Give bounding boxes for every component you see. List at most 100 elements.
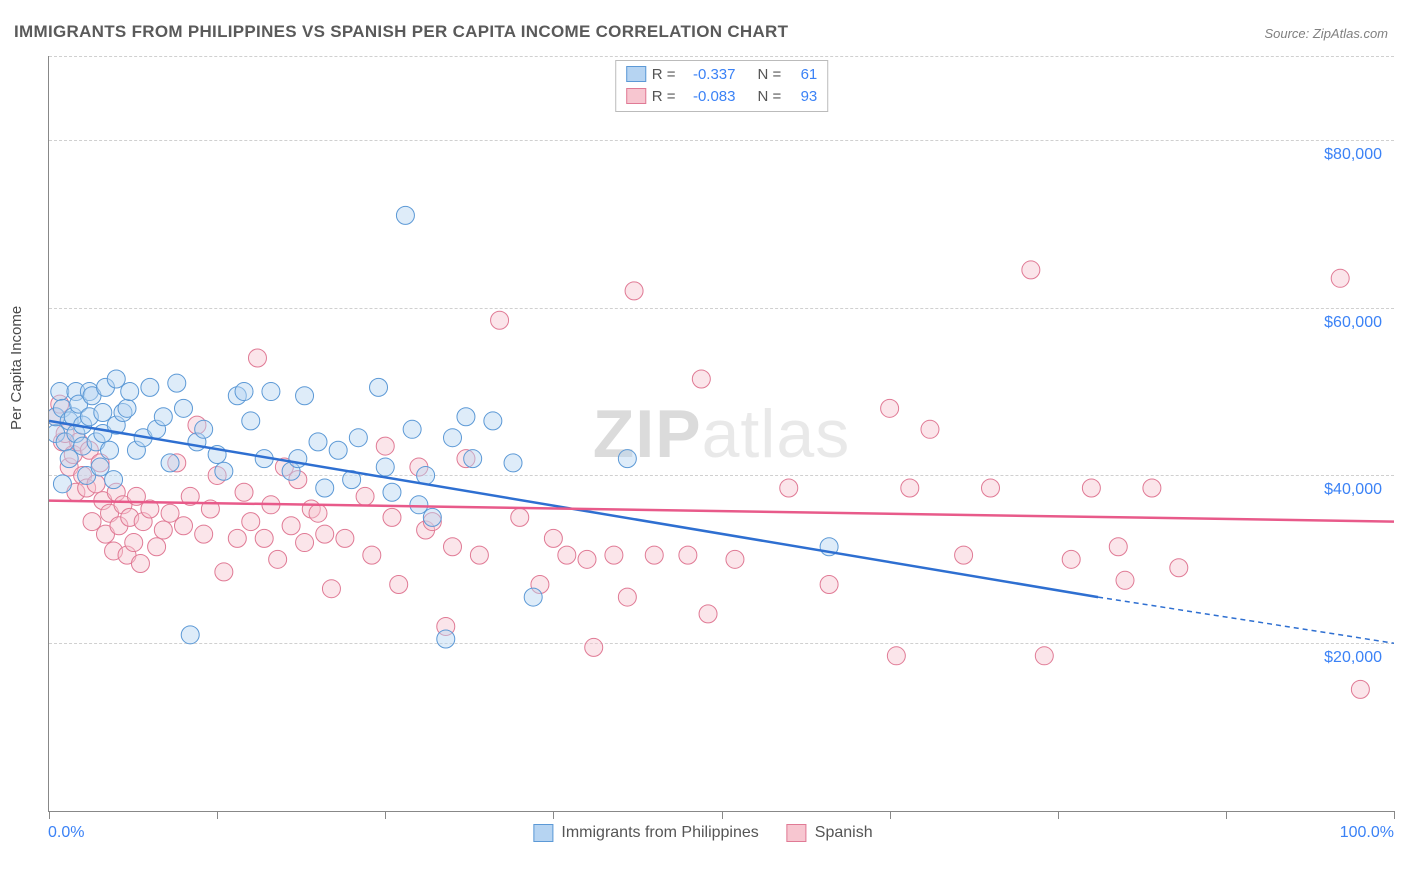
data-point — [141, 378, 159, 396]
data-point — [215, 462, 233, 480]
data-point — [154, 521, 172, 539]
data-point — [444, 429, 462, 447]
data-point — [585, 638, 603, 656]
correlation-legend: R = -0.337 N = 61 R = -0.083 N = 93 — [615, 60, 829, 112]
data-point — [417, 466, 435, 484]
data-point — [215, 563, 233, 581]
data-point — [921, 420, 939, 438]
data-point — [131, 555, 149, 573]
data-point — [1143, 479, 1161, 497]
data-point — [118, 399, 136, 417]
data-point — [820, 576, 838, 594]
data-point — [1116, 571, 1134, 589]
data-point — [296, 387, 314, 405]
data-point — [679, 546, 697, 564]
trend-line-extrapolated — [1098, 597, 1394, 643]
data-point — [780, 479, 798, 497]
data-point — [181, 626, 199, 644]
data-point — [1170, 559, 1188, 577]
data-point — [282, 517, 300, 535]
data-point — [410, 496, 428, 514]
n-value: 61 — [787, 66, 817, 83]
legend-label: Immigrants from Philippines — [561, 824, 758, 842]
x-axis-min-label: 0.0% — [48, 824, 84, 842]
data-point — [484, 412, 502, 430]
data-point — [309, 433, 327, 451]
data-point — [470, 546, 488, 564]
legend-item-series-0: Immigrants from Philippines — [533, 824, 758, 842]
data-point — [1062, 550, 1080, 568]
data-point — [726, 550, 744, 568]
data-point — [524, 588, 542, 606]
data-point — [457, 408, 475, 426]
data-point — [329, 441, 347, 459]
data-point — [269, 550, 287, 568]
legend-item-series-1: Spanish — [787, 824, 873, 842]
data-point — [121, 383, 139, 401]
data-point — [175, 399, 193, 417]
data-point — [262, 383, 280, 401]
x-axis-max-label: 100.0% — [1340, 824, 1394, 842]
data-point — [396, 206, 414, 224]
source-attribution: Source: ZipAtlas.com — [1264, 26, 1388, 41]
data-point — [242, 412, 260, 430]
swatch-icon — [626, 66, 646, 82]
data-point — [51, 383, 69, 401]
swatch-icon — [626, 88, 646, 104]
plot-area: ZIPatlas R = -0.337 N = 61 R = -0.083 N … — [48, 56, 1394, 812]
x-tick — [1058, 811, 1059, 819]
x-tick — [385, 811, 386, 819]
data-point — [511, 508, 529, 526]
data-point — [1082, 479, 1100, 497]
data-point — [161, 454, 179, 472]
data-point — [316, 479, 334, 497]
data-point — [423, 508, 441, 526]
data-point — [125, 534, 143, 552]
data-point — [444, 538, 462, 556]
data-point — [53, 475, 71, 493]
data-point — [91, 458, 109, 476]
data-point — [887, 647, 905, 665]
data-point — [383, 483, 401, 501]
x-tick — [722, 811, 723, 819]
legend-row-series-1: R = -0.083 N = 93 — [626, 85, 818, 107]
data-point — [692, 370, 710, 388]
data-point — [464, 450, 482, 468]
data-point — [578, 550, 596, 568]
data-point — [228, 529, 246, 547]
data-point — [370, 378, 388, 396]
data-point — [94, 404, 112, 422]
data-point — [296, 534, 314, 552]
data-point — [107, 370, 125, 388]
data-point — [349, 429, 367, 447]
data-point — [255, 529, 273, 547]
data-point — [363, 546, 381, 564]
r-value: -0.083 — [682, 88, 736, 105]
data-point — [168, 374, 186, 392]
data-point — [242, 513, 260, 531]
r-value: -0.337 — [682, 66, 736, 83]
data-point — [101, 441, 119, 459]
data-point — [154, 408, 172, 426]
data-point — [1109, 538, 1127, 556]
data-point — [504, 454, 522, 472]
series-legend: Immigrants from Philippines Spanish — [533, 824, 872, 842]
data-point — [60, 450, 78, 468]
data-point — [437, 630, 455, 648]
data-point — [390, 576, 408, 594]
data-point — [316, 525, 334, 543]
swatch-icon — [787, 824, 807, 842]
y-axis-title: Per Capita Income — [8, 306, 25, 430]
legend-row-series-0: R = -0.337 N = 61 — [626, 63, 818, 85]
data-point — [336, 529, 354, 547]
data-point — [618, 588, 636, 606]
data-point — [376, 458, 394, 476]
x-tick — [890, 811, 891, 819]
data-point — [982, 479, 1000, 497]
chart-title: IMMIGRANTS FROM PHILIPPINES VS SPANISH P… — [14, 22, 788, 42]
x-tick — [1394, 811, 1395, 819]
data-point — [699, 605, 717, 623]
data-point — [175, 517, 193, 535]
data-point — [605, 546, 623, 564]
data-point — [195, 420, 213, 438]
